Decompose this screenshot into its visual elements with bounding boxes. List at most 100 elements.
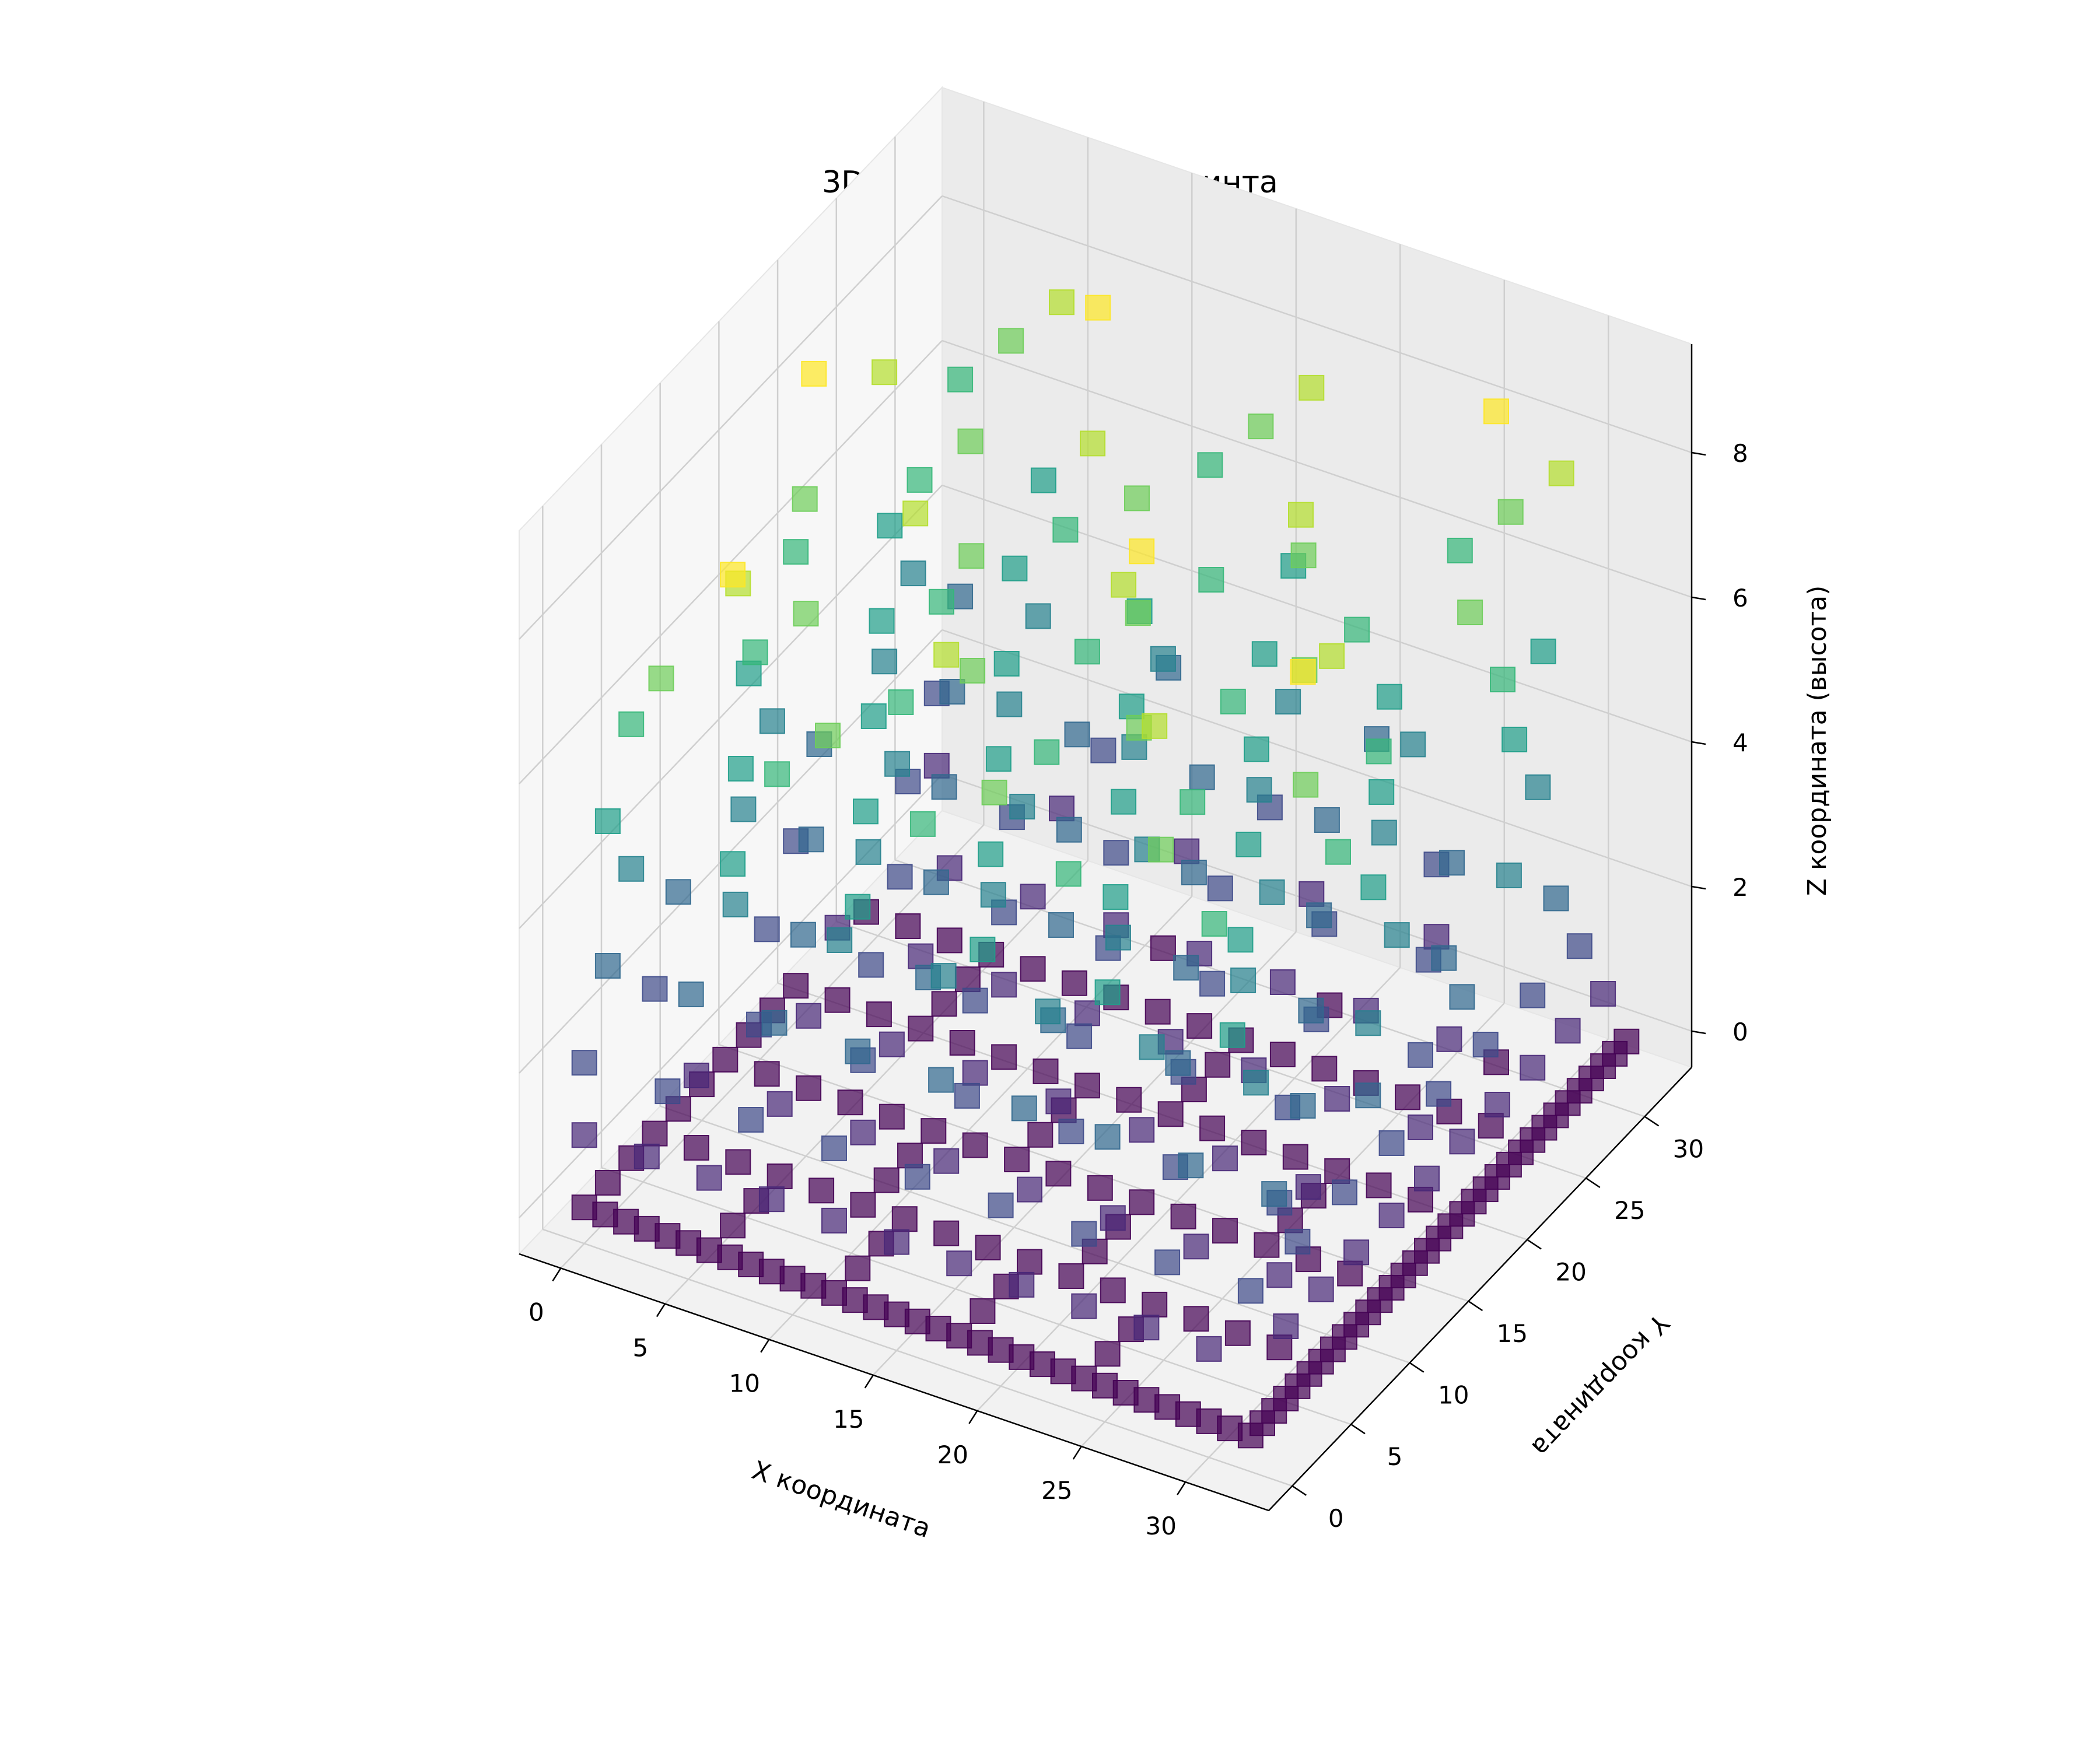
data-point (929, 588, 954, 615)
z-tick-mark (1691, 451, 1706, 456)
data-point (855, 839, 881, 865)
gridline-y (777, 982, 1528, 1241)
data-point (1308, 1276, 1334, 1302)
data-point (985, 746, 1012, 772)
data-point (1497, 499, 1524, 525)
data-point (866, 1001, 892, 1028)
data-point (991, 1044, 1017, 1070)
tick-labels: 0 5 10 15 20 25 30 0 5 10 15 20 25 30 0 2 4 6 8 (528, 439, 1748, 1540)
data-point (654, 1078, 681, 1105)
gridline-x (768, 895, 1193, 1340)
data-point (895, 913, 921, 939)
data-point (1100, 1277, 1126, 1304)
data-point (783, 973, 809, 999)
data-point (722, 891, 748, 917)
data-point (1251, 641, 1278, 667)
data-point (1220, 688, 1246, 714)
data-point (930, 963, 957, 989)
data-point (808, 1178, 835, 1204)
data-point (1080, 430, 1106, 457)
data-point (1207, 875, 1233, 902)
data-point (1199, 970, 1226, 997)
data-point (1408, 1114, 1433, 1140)
data-point (1103, 840, 1129, 866)
z-tick-mark (1691, 741, 1706, 745)
data-point (891, 1206, 918, 1232)
data-point (1378, 1130, 1405, 1156)
data-point (1472, 1032, 1499, 1058)
data-point (618, 856, 645, 882)
data-point (1426, 1081, 1452, 1107)
data-point (761, 1010, 788, 1036)
data-point (884, 1229, 910, 1255)
y-tick-mark (1292, 1485, 1307, 1496)
data-point (1273, 1313, 1299, 1339)
data-point (1343, 1239, 1370, 1266)
data-point (642, 976, 668, 1002)
data-point (1241, 1130, 1267, 1156)
data-point (1520, 1054, 1546, 1081)
data-point (1144, 998, 1171, 1025)
data-point (860, 703, 887, 729)
data-point (594, 1170, 621, 1196)
z-tick-label: 2 (1732, 873, 1748, 902)
data-point (1049, 289, 1074, 316)
data-point (1020, 884, 1046, 910)
data-point (1111, 789, 1137, 815)
data-point (957, 428, 984, 454)
data-point (909, 811, 936, 837)
data-point (853, 798, 878, 825)
data-point (962, 1060, 988, 1086)
z-tick-label: 8 (1732, 439, 1748, 468)
data-point (887, 864, 913, 890)
gridline-z (519, 485, 943, 929)
data-point (1298, 881, 1325, 907)
data-point (1133, 1315, 1160, 1341)
data-point (1555, 1018, 1581, 1044)
data-point (1094, 1341, 1121, 1367)
data-point (981, 779, 1007, 805)
data-point (996, 691, 1023, 717)
data-point (821, 1207, 847, 1234)
y-tick-label: 0 (1328, 1504, 1344, 1533)
data-point (1125, 600, 1151, 626)
data-point (1436, 1026, 1462, 1052)
data-point (907, 467, 933, 493)
x-tick-label: 20 (937, 1441, 968, 1469)
data-point (877, 513, 903, 539)
data-point (878, 1103, 905, 1130)
data-point (1275, 689, 1301, 715)
data-point (683, 1135, 709, 1161)
data-point (766, 1163, 793, 1189)
data-point (1355, 1010, 1381, 1036)
data-point (1205, 1052, 1231, 1078)
x-tick-label: 25 (1041, 1476, 1072, 1505)
data-point (796, 1003, 822, 1029)
data-point (1243, 1070, 1269, 1096)
data-point (970, 1298, 996, 1324)
data-point (904, 1164, 930, 1190)
data-point (1004, 1147, 1030, 1172)
data-point (1408, 1042, 1433, 1068)
data-point (1319, 643, 1345, 669)
data-point (962, 1132, 988, 1158)
data-point (1118, 693, 1144, 720)
data-point (1366, 738, 1392, 765)
data-point (738, 1107, 764, 1133)
data-point (1085, 295, 1111, 321)
data-point (759, 708, 785, 734)
data-point (1071, 1293, 1097, 1319)
data-point (1056, 817, 1082, 843)
data-point (742, 639, 768, 665)
data-point (727, 756, 754, 782)
data-point (1295, 1174, 1321, 1200)
data-point (1311, 1056, 1338, 1082)
data-point (878, 1031, 905, 1057)
data-point (902, 500, 929, 527)
data-point (1284, 1228, 1311, 1255)
data-point (845, 1038, 871, 1064)
data-point (764, 761, 790, 787)
data-point (1530, 638, 1556, 664)
